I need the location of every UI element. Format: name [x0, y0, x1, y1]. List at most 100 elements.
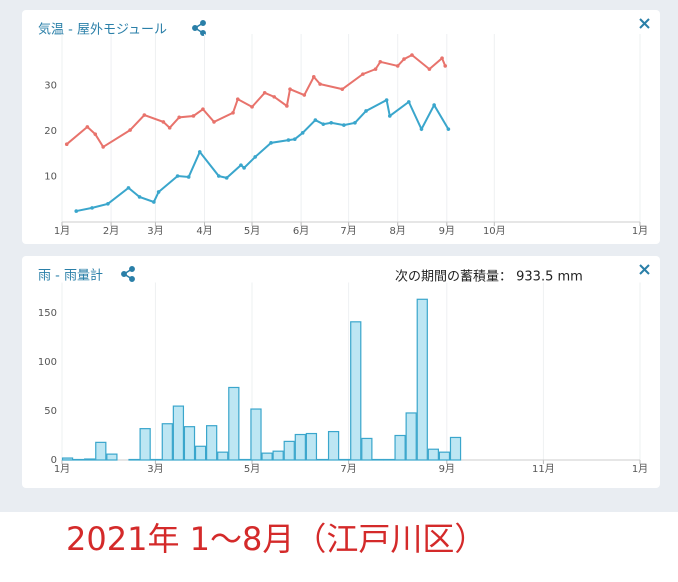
x-tick-label: 5月 [244, 225, 260, 237]
point [212, 120, 216, 124]
point [302, 93, 307, 97]
x-tick-label: 2月 [103, 225, 119, 237]
bar [61, 457, 74, 461]
point [288, 87, 292, 91]
point [407, 100, 411, 104]
point [224, 176, 229, 180]
point [175, 174, 180, 178]
point [402, 57, 406, 61]
point [191, 114, 196, 118]
card [22, 256, 660, 488]
x-tick-label: 5月 [244, 463, 260, 475]
x-tick-label: 3月 [147, 225, 163, 237]
bar [228, 386, 240, 461]
point [201, 107, 205, 111]
share-icon[interactable] [192, 20, 206, 36]
y-tick-label: 30 [44, 81, 57, 92]
x-tick-label: 7月 [340, 463, 356, 475]
x-tick-label: 1月 [632, 225, 648, 237]
point [387, 114, 392, 118]
point [384, 98, 389, 102]
card [22, 10, 660, 244]
point [364, 109, 368, 113]
point [269, 141, 273, 145]
point [272, 95, 276, 99]
y-tick-label: 50 [44, 406, 57, 417]
y-tick-label: 0 [51, 455, 57, 466]
point [197, 150, 202, 154]
point [167, 126, 172, 130]
x-tick-label: 3月 [147, 463, 163, 475]
bar [261, 452, 273, 461]
bar [172, 405, 185, 461]
point [313, 118, 318, 122]
point [318, 82, 322, 86]
caption: 2021年 1～8月（江戸川区） [66, 520, 486, 558]
bar [194, 445, 207, 461]
point [101, 145, 105, 149]
point [373, 67, 378, 71]
annotation: 次の期間の蓄積量： 933.5 mm [395, 269, 583, 285]
point [410, 53, 414, 57]
share-icon[interactable] [121, 266, 135, 282]
close-button[interactable] [639, 264, 650, 275]
point [235, 97, 240, 101]
point [286, 138, 291, 142]
bar [405, 412, 417, 461]
point [253, 155, 257, 159]
point [239, 163, 243, 167]
point [340, 87, 345, 91]
bar [217, 451, 229, 461]
point [311, 75, 316, 79]
bar [305, 432, 318, 461]
point [156, 190, 161, 194]
bar [84, 458, 96, 461]
point [250, 105, 254, 109]
bar [161, 423, 173, 461]
bar [361, 437, 373, 461]
bar [438, 451, 451, 461]
bar [106, 453, 118, 461]
y-tick-label: 20 [44, 126, 57, 137]
point [128, 128, 132, 132]
bar [139, 428, 151, 461]
point [152, 200, 156, 204]
point [262, 90, 267, 95]
x-tick-label: 6月 [293, 225, 309, 237]
point [300, 131, 305, 135]
bar [206, 425, 218, 461]
bar [294, 433, 306, 461]
x-tick-label: 9月 [439, 225, 455, 237]
x-tick-label: 11月 [532, 463, 555, 475]
y-tick-label: 150 [38, 308, 57, 319]
point [285, 104, 289, 108]
bar [427, 448, 439, 461]
point [106, 202, 110, 206]
bar [416, 298, 428, 461]
point [90, 206, 94, 210]
point [93, 132, 98, 136]
card-title: 雨 - 雨量計 [38, 268, 103, 284]
point [427, 67, 432, 71]
point [432, 103, 436, 107]
x-tick-label: 1月 [632, 463, 648, 475]
point [342, 123, 346, 127]
point [231, 111, 235, 115]
bar [183, 426, 196, 461]
point [395, 64, 400, 68]
point [353, 121, 357, 125]
point [321, 122, 326, 126]
point [242, 166, 246, 170]
point [74, 209, 79, 213]
point [85, 125, 90, 129]
close-button[interactable] [639, 18, 650, 29]
bar [95, 441, 107, 461]
x-tick-label: 7月 [340, 225, 356, 237]
point [446, 127, 451, 131]
point [126, 186, 131, 190]
bar [449, 436, 462, 461]
x-tick-label: 10月 [483, 225, 506, 237]
point [329, 121, 334, 125]
point [419, 127, 424, 131]
